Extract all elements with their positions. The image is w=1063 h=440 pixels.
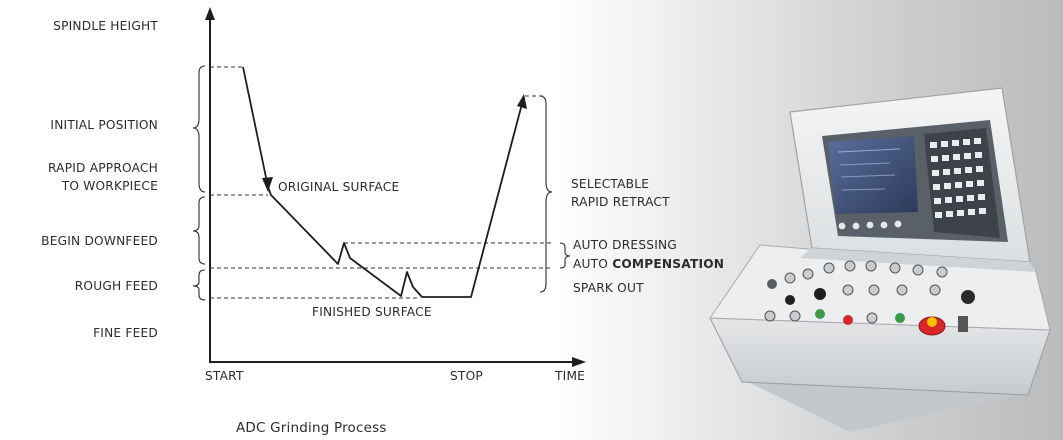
panel-screen bbox=[828, 136, 918, 214]
brace-selectable-retract bbox=[539, 95, 553, 293]
label-original-surface: ORIGINAL SURFACE bbox=[278, 180, 399, 194]
x-label-time: TIME bbox=[554, 369, 585, 383]
brace-initial-position bbox=[192, 65, 206, 193]
brace-auto-dressing bbox=[559, 242, 571, 269]
label-initial-position: INITIAL POSITION bbox=[50, 118, 158, 132]
brace-rough-feed bbox=[192, 269, 206, 301]
cnc-control-panel-image bbox=[709, 87, 1051, 432]
label-finished-surface: FINISHED SURFACE bbox=[312, 305, 432, 319]
label-spark-out: SPARK OUT bbox=[573, 281, 644, 295]
process-curve bbox=[242, 66, 524, 298]
y-axis-arrow bbox=[205, 7, 215, 20]
label-spindle-height: SPINDLE HEIGHT bbox=[53, 19, 158, 33]
label-auto-prefix: AUTO bbox=[573, 257, 608, 271]
label-compensation: COMPENSATION bbox=[612, 257, 724, 271]
label-rapid-approach-1: RAPID APPROACH bbox=[48, 161, 158, 175]
label-begin-downfeed: BEGIN DOWNFEED bbox=[41, 234, 158, 248]
retract-arrowhead bbox=[517, 94, 527, 109]
x-axis-arrow bbox=[572, 357, 586, 367]
label-selectable: SELECTABLE bbox=[571, 177, 649, 191]
label-auto-dressing: AUTO DRESSING bbox=[573, 238, 677, 252]
x-label-stop: STOP bbox=[450, 369, 483, 383]
approach-arrowhead bbox=[262, 177, 273, 192]
label-auto-compensation: AUTO COMPENSATION bbox=[573, 257, 724, 271]
x-label-start: START bbox=[205, 369, 244, 383]
label-rapid-retract: RAPID RETRACT bbox=[571, 195, 670, 209]
diagram-caption: ADC Grinding Process bbox=[236, 420, 387, 436]
label-fine-feed: FINE FEED bbox=[93, 326, 158, 340]
brace-rapid-approach bbox=[192, 196, 206, 265]
label-rapid-approach-2: TO WORKPIECE bbox=[61, 179, 158, 193]
label-rough-feed: ROUGH FEED bbox=[75, 279, 158, 293]
